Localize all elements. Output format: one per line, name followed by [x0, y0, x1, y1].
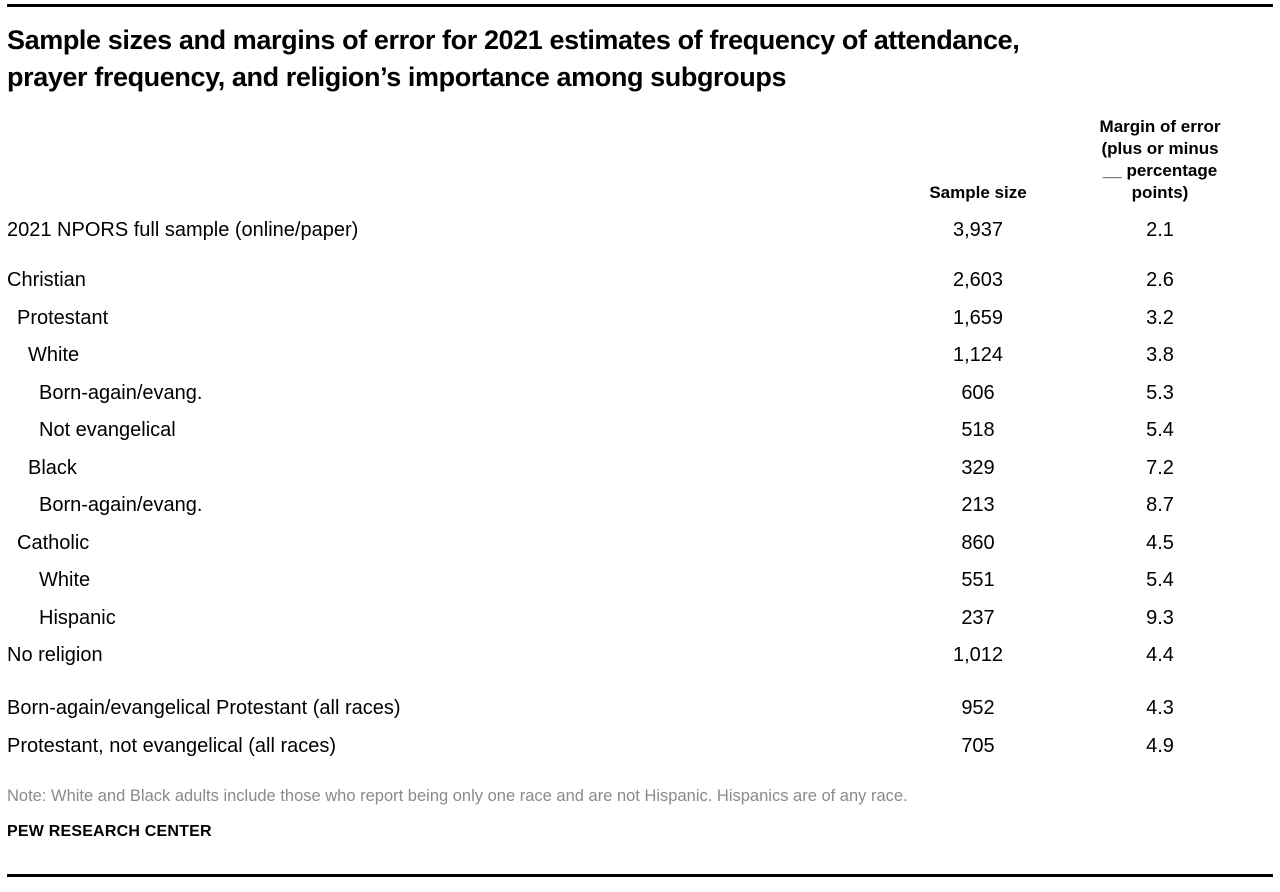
row-label: Born-again/evangelical Protestant (all r…: [7, 697, 401, 720]
row-label: White: [28, 344, 80, 367]
sample-size-value: 606: [961, 381, 995, 404]
moe-value: 4.5: [1146, 531, 1174, 554]
table-row: Born-again/evang. 606 5.3: [7, 375, 1273, 413]
sample-size-value: 705: [961, 734, 995, 757]
table-row: White 1,124 3.8: [7, 337, 1273, 375]
moe-value: 2.6: [1146, 269, 1174, 292]
page-title: Sample sizes and margins of error for 20…: [7, 22, 1273, 96]
column-header-sample-size: Sample size: [929, 183, 1027, 202]
table-row: Born-again/evangelical Protestant (all r…: [7, 690, 1273, 728]
top-rule: [7, 4, 1273, 7]
sample-size-value: 1,659: [952, 306, 1004, 329]
table-row: No religion 1,012 4.4: [7, 637, 1273, 675]
page-title-line-2: prayer frequency, and religion’s importa…: [7, 62, 787, 92]
moe-header-line: __ percentage: [1102, 161, 1218, 180]
moe-value: 2.1: [1146, 219, 1174, 242]
pew-research-center-wordmark: PEW RESEARCH CENTER: [7, 823, 212, 840]
table-row: Not evangelical 518 5.4: [7, 412, 1273, 450]
sample-size-value: 3,937: [952, 219, 1004, 242]
moe-value: 5.3: [1146, 381, 1174, 404]
row-label: Christian: [7, 269, 86, 292]
table-row: Hispanic 237 9.3: [7, 600, 1273, 638]
page-title-line-1: Sample sizes and margins of error for 20…: [7, 25, 1020, 55]
row-label: Protestant, not evangelical (all races): [7, 734, 337, 757]
sample-size-value: 1,124: [952, 344, 1004, 367]
table-note: Note: White and Black adults include tho…: [7, 787, 908, 805]
table-row: Protestant 1,659 3.2: [7, 300, 1273, 338]
table-row: White 551 5.4: [7, 562, 1273, 600]
bottom-rule: [7, 874, 1273, 877]
moe-header-line: (plus or minus: [1101, 139, 1219, 158]
moe-value: 4.4: [1146, 644, 1174, 667]
moe-value: 4.3: [1146, 697, 1174, 720]
table-row: Christian 2,603 2.6: [7, 262, 1273, 300]
moe-value: 3.2: [1146, 306, 1174, 329]
row-label: 2021 NPORS full sample (online/paper): [7, 219, 359, 242]
moe-value: 5.4: [1146, 419, 1174, 442]
row-label: White: [39, 569, 91, 592]
column-header-margin-of-error: Margin of error (plus or minus __ percen…: [1085, 116, 1235, 204]
moe-header-line: points): [1131, 183, 1189, 202]
table-row: Protestant, not evangelical (all races) …: [7, 728, 1273, 766]
sample-size-value: 213: [961, 494, 995, 517]
sample-size-value: 952: [961, 697, 995, 720]
table-body: 2021 NPORS full sample (online/paper) 3,…: [7, 212, 1273, 765]
row-label: No religion: [7, 644, 103, 667]
table-header-row: Sample size Margin of error (plus or min…: [7, 116, 1273, 204]
moe-value: 9.3: [1146, 606, 1174, 629]
moe-value: 8.7: [1146, 494, 1174, 517]
table-row: Born-again/evang. 213 8.7: [7, 487, 1273, 525]
row-label: Catholic: [17, 531, 90, 554]
sample-size-value: 1,012: [952, 644, 1004, 667]
table-row: Black 329 7.2: [7, 450, 1273, 488]
moe-value: 3.8: [1146, 344, 1174, 367]
table-row: 2021 NPORS full sample (online/paper) 3,…: [7, 212, 1273, 250]
moe-value: 4.9: [1146, 734, 1174, 757]
sample-size-value: 518: [961, 419, 995, 442]
sample-size-value: 2,603: [952, 269, 1004, 292]
moe-value: 5.4: [1146, 569, 1174, 592]
sample-size-value: 551: [961, 569, 995, 592]
row-label: Born-again/evang.: [39, 381, 203, 404]
sample-size-value: 237: [961, 606, 995, 629]
row-label: Black: [28, 456, 77, 479]
row-label: Not evangelical: [39, 419, 176, 442]
row-label: Born-again/evang.: [39, 494, 203, 517]
sample-size-value: 329: [961, 456, 995, 479]
moe-value: 7.2: [1146, 456, 1174, 479]
moe-header-line: Margin of error: [1099, 117, 1221, 136]
sample-size-value: 860: [961, 531, 995, 554]
row-label: Hispanic: [39, 606, 116, 629]
table-row: Catholic 860 4.5: [7, 525, 1273, 563]
report-table-figure: Sample sizes and margins of error for 20…: [0, 4, 1280, 892]
row-label: Protestant: [17, 306, 109, 329]
